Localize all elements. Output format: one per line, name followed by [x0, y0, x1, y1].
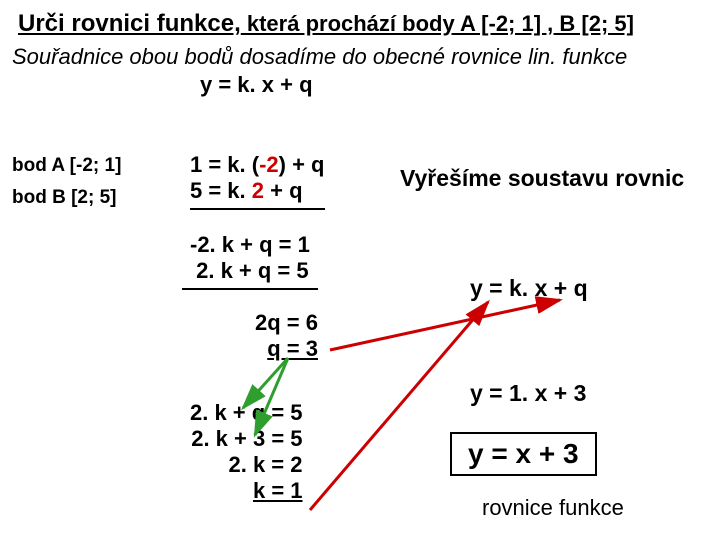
q-solve-block: 2q = 6 q = 3 — [255, 310, 318, 362]
system-block: -2. k + q = 1 2. k + q = 5 — [182, 232, 318, 290]
substituted-result: y = 1. x + 3 — [470, 380, 586, 407]
substitution-block: 1 = k. (-2) + q 5 = k. 2 + q — [190, 152, 325, 210]
k-line-4: k = 1 — [190, 478, 303, 504]
point-a: bod A [-2; 1] — [12, 155, 121, 177]
sub2b: 2 — [252, 178, 264, 203]
q-line-1: 2q = 6 — [255, 310, 318, 336]
sys-line-1: -2. k + q = 1 — [190, 232, 310, 258]
sub1a: 1 = k. ( — [190, 152, 259, 177]
general-equation: y = k. x + q — [0, 72, 720, 98]
k-solve-block: 2. k + q = 5 2. k + 3 = 5 2. k = 2 k = 1 — [190, 400, 303, 504]
final-label: rovnice funkce — [482, 495, 624, 521]
points-block: bod A [-2; 1] bod B [2; 5] — [12, 155, 121, 219]
k-line-3: 2. k = 2 — [190, 452, 303, 478]
k-line-2: 2. k + 3 = 5 — [190, 426, 303, 452]
instruction: Souřadnice obou bodů dosadíme do obecné … — [0, 40, 720, 70]
sub-line-1: 1 = k. (-2) + q — [190, 152, 325, 178]
sub2a: 5 = k. — [190, 178, 252, 203]
sub2c: + q — [264, 178, 303, 203]
title: Urči rovnici funkce, která prochází body… — [0, 0, 720, 40]
sub1c: ) + q — [279, 152, 325, 177]
q-line-2: q = 3 — [255, 336, 318, 362]
title-bold: Urči rovnici funkce, — [18, 10, 241, 37]
sys-line-2: 2. k + q = 5 — [190, 258, 310, 284]
final-result-box: y = x + 3 — [450, 432, 597, 476]
k-line-1: 2. k + q = 5 — [190, 400, 303, 426]
sub1b: -2 — [259, 152, 279, 177]
title-rest: která prochází body A [-2; 1] , B [2; 5] — [241, 11, 634, 36]
general-form: y = k. x + q — [470, 275, 588, 302]
point-b: bod B [2; 5] — [12, 187, 121, 209]
sub-line-2: 5 = k. 2 + q — [190, 178, 325, 204]
solve-label: Vyřešíme soustavu rovnic — [400, 165, 684, 192]
